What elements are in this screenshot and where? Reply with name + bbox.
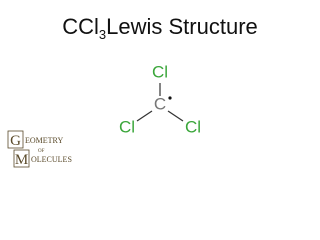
logo: G EOMETRY OF M OLECULES bbox=[7, 130, 72, 168]
title-rest: Lewis Structure bbox=[106, 14, 258, 39]
bond bbox=[167, 110, 184, 122]
atom: Cl bbox=[119, 117, 135, 136]
atom: Cl bbox=[185, 117, 201, 136]
logo-initial: M bbox=[15, 152, 28, 168]
bond bbox=[136, 110, 153, 122]
lone-electron bbox=[168, 96, 172, 100]
diagram: CCl3Lewis Structure Cl C Cl Cl G EOMETRY… bbox=[7, 14, 258, 168]
logo-word: EOMETRY bbox=[25, 136, 63, 145]
title-formula: CCl bbox=[62, 14, 99, 39]
title: CCl3Lewis Structure bbox=[62, 14, 258, 42]
atom: Cl bbox=[152, 62, 168, 81]
logo-word: OF bbox=[38, 149, 45, 154]
logo-box bbox=[13, 149, 30, 168]
logo-initial: G bbox=[10, 133, 21, 149]
atom: C bbox=[154, 94, 166, 113]
logo-word: OLECULES bbox=[31, 155, 72, 164]
logo-box bbox=[7, 130, 24, 149]
title-subscript: 3 bbox=[99, 27, 106, 42]
